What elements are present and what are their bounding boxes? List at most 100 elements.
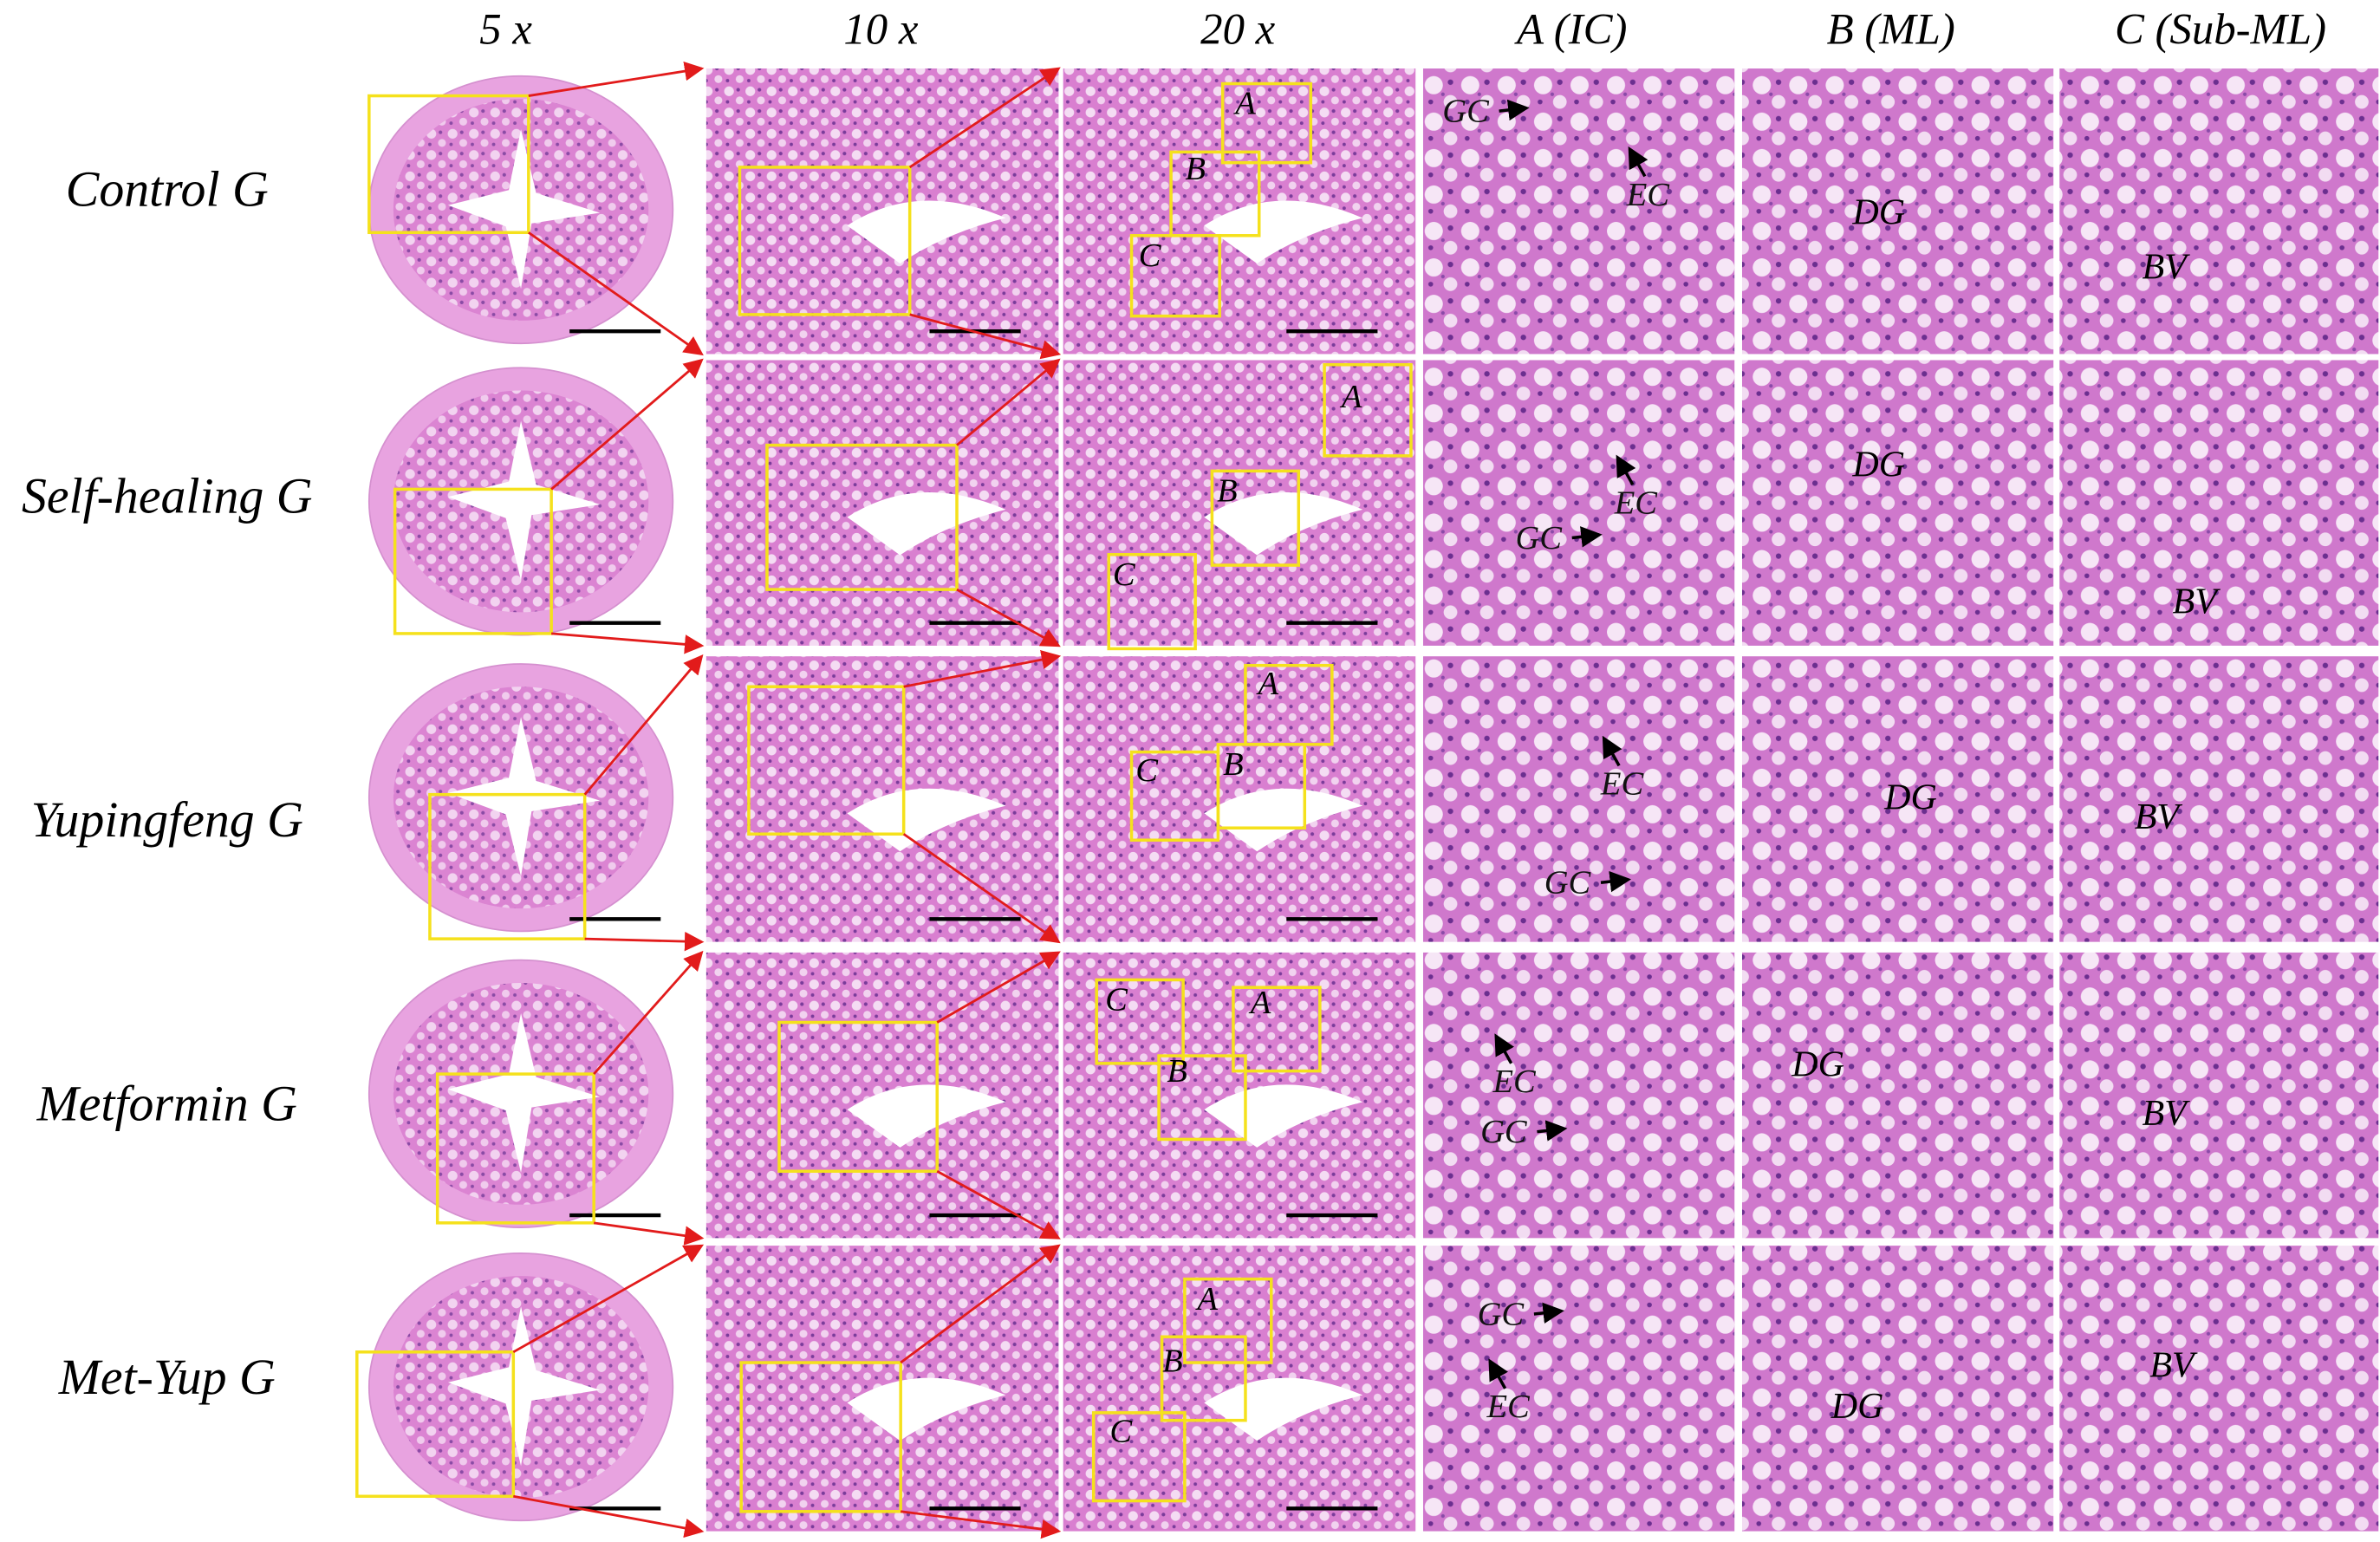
zoom-box [738,166,912,316]
cell-label: GC [1515,520,1563,556]
pointer-arrow [1600,870,1632,893]
zoom-box [1323,362,1413,458]
zoom-box [435,1072,595,1225]
cell-label: BV [2149,1346,2198,1386]
cell-label: GC [1544,865,1592,901]
zoom-arrow [936,1170,1061,1239]
zoom-box-label: C [1135,752,1159,789]
zoom-box-label: B [1162,1344,1183,1380]
tissue-image [2059,360,2379,646]
tissue-image [2059,952,2379,1239]
cell-label: DG [1791,1045,1844,1085]
lumen [447,129,601,290]
pointer-arrow [1616,454,1636,486]
column-header: 5 x [479,4,532,53]
cell-label: GC [1480,1114,1528,1150]
cell-label: DG [1851,193,1905,233]
zoom-box-label: C [1109,1413,1133,1449]
column-header: A (IC) [1514,4,1627,53]
cell-label: BV [2142,1094,2190,1134]
tissue-image [2059,656,2379,942]
zoom-arrow [593,1221,705,1246]
zoom-box [1160,1335,1247,1422]
zoom-arrow [593,950,704,1076]
cell-label: EC [1486,1389,1531,1425]
column-header: 20 x [1200,4,1275,53]
zoom-arrow [528,62,705,97]
lumen [847,788,1006,852]
zoom-arrow [513,1494,705,1539]
lumen [847,1377,1006,1441]
cell-label: EC [1600,766,1645,803]
tissue-image [1422,952,1735,1239]
zoom-box-label: A [1339,379,1362,415]
pointer-arrow [1488,1358,1509,1389]
cell-label: BV [2135,797,2183,837]
tissue-image [2059,68,2379,355]
cell-label: GC [1442,93,1490,129]
zoom-box-label: B [1217,473,1238,510]
lumen [447,1306,601,1467]
zoom-arrow [584,931,705,952]
cell-label: DG [1883,778,1937,817]
tissue-image [1741,360,2054,646]
zoom-arrow [550,358,704,491]
cell-label: BV [2173,582,2221,621]
zoom-arrow [908,67,1061,169]
zoom-box [747,685,906,836]
zoom-arrow [903,649,1062,688]
zoom-arrow [909,313,1062,360]
cell-label: BV [2142,248,2190,288]
zoom-box-label: A [1255,666,1278,702]
lumen [1204,1084,1363,1148]
zoom-box [428,792,587,940]
zoom-box-label: A [1248,985,1271,1021]
zoom-box [1220,81,1313,165]
lumen [847,200,1006,264]
lumen [847,491,1006,556]
zoom-box-label: C [1113,556,1136,593]
zoom-box [1095,978,1185,1065]
column-header: B (ML) [1827,4,1955,53]
pointer-arrow [1537,1120,1568,1142]
pointer-arrow [1602,735,1622,767]
zoom-box-label: B [1185,151,1206,187]
lumen [1204,1377,1363,1441]
tissue-image [1422,68,1735,355]
zoom-box [777,1020,939,1174]
zoom-box [355,1350,516,1499]
zoom-arrow [956,358,1061,446]
zoom-box [1210,469,1301,567]
cell-label: EC [1614,485,1659,522]
zoom-box [1129,234,1221,318]
tissue-image [1422,360,1735,646]
zoom-arrow [900,1510,1062,1539]
zoom-arrow [583,654,704,796]
cell-label: DG [1831,1387,1884,1427]
zoom-box [1107,553,1197,651]
zoom-box [1232,986,1322,1073]
pointer-arrow [1533,1302,1564,1324]
zoom-box [1091,1411,1187,1503]
pointer-arrow [1571,526,1603,548]
zoom-box [1157,1054,1247,1142]
tissue-image [1741,656,2054,942]
cell-label: EC [1626,177,1671,213]
lumen [1204,788,1363,852]
zoom-box-label: A [1232,86,1256,122]
zoom-box-label: A [1194,1281,1218,1318]
tissue-image [1741,1246,2054,1532]
tissue-image [1422,656,1735,942]
row-label: Met-Yup G [58,1349,276,1405]
pointer-arrow [1494,1033,1515,1064]
zoom-arrow [956,588,1061,647]
zoom-box [739,1361,902,1513]
zoom-box [1129,750,1220,842]
zoom-box-label: B [1167,1053,1187,1090]
row-label: Self-healing G [22,468,313,524]
zoom-arrow [512,1244,705,1354]
zoom-box [367,94,530,235]
pointer-arrow [1499,99,1530,121]
cell-label: EC [1492,1064,1538,1100]
